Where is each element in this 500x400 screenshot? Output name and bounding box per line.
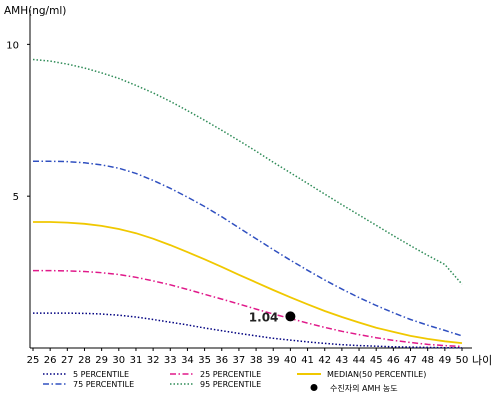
x-tick-label: 50 <box>456 355 469 366</box>
legend-label: MEDIAN(50 PERCENTILE) <box>327 370 426 379</box>
legend-label: 25 PERCENTILE <box>200 370 261 379</box>
x-tick-label: 41 <box>301 355 314 366</box>
x-tick-label: 34 <box>181 355 194 366</box>
y-tick-label: 5 <box>13 192 19 203</box>
legend-marker <box>310 384 318 391</box>
x-tick-label: 29 <box>95 355 108 366</box>
x-tick-label: 43 <box>336 355 349 366</box>
x-tick-label: 33 <box>164 355 177 366</box>
x-tick-label: 47 <box>404 355 417 366</box>
x-tick-label: 32 <box>147 355 160 366</box>
x-tick-label: 42 <box>318 355 331 366</box>
series-line <box>33 160 463 337</box>
patient-value-label: 1.04 <box>249 310 279 324</box>
x-tick-label: 38 <box>250 355 263 366</box>
x-tick-label: 31 <box>130 355 143 366</box>
x-tick-label: 28 <box>78 355 91 366</box>
legend-label: 95 PERCENTILE <box>200 380 261 389</box>
x-tick-label: 45 <box>370 355 383 366</box>
x-tick-label: 25 <box>27 355 40 366</box>
x-tick-label: 37 <box>233 355 246 366</box>
x-tick-label: 27 <box>61 355 74 366</box>
x-tick-label: 26 <box>44 355 57 366</box>
x-tick-label: 40 <box>284 355 297 366</box>
series-lines <box>32 58 463 349</box>
x-tick-label: 49 <box>438 355 451 366</box>
axes: AMH(ng/ml) 나이 5 10 25 26 27 28 29 30 31 32 33 34 35 36 3… <box>4 5 492 367</box>
x-axis-title: 나이 <box>472 354 492 367</box>
x-tick-label: 48 <box>421 355 434 366</box>
x-tick-label: 39 <box>267 355 280 366</box>
x-tick-label: 44 <box>353 355 366 366</box>
patient-marker-group: 1.04 <box>249 310 296 324</box>
legend-label: 5 PERCENTILE <box>73 370 129 379</box>
x-tick-label: 30 <box>112 355 125 366</box>
patient-marker <box>285 311 296 322</box>
y-axis-title: AMH(ng/ml) <box>4 5 66 17</box>
x-tick-label: 46 <box>387 355 400 366</box>
legend: 5 PERCENTILE 25 PERCENTILE MEDIAN(50 PERCE… <box>43 370 426 393</box>
x-tick-label: 36 <box>215 355 228 366</box>
legend-label: 75 PERCENTILE <box>73 380 134 389</box>
legend-label: 수진자의 AMH 농도 <box>330 383 398 393</box>
y-tick-label: 10 <box>6 40 19 51</box>
series-line <box>33 312 462 349</box>
x-tick-label: 35 <box>198 355 211 366</box>
series-line <box>33 221 463 344</box>
series-line <box>32 58 463 285</box>
series-line <box>33 269 463 348</box>
